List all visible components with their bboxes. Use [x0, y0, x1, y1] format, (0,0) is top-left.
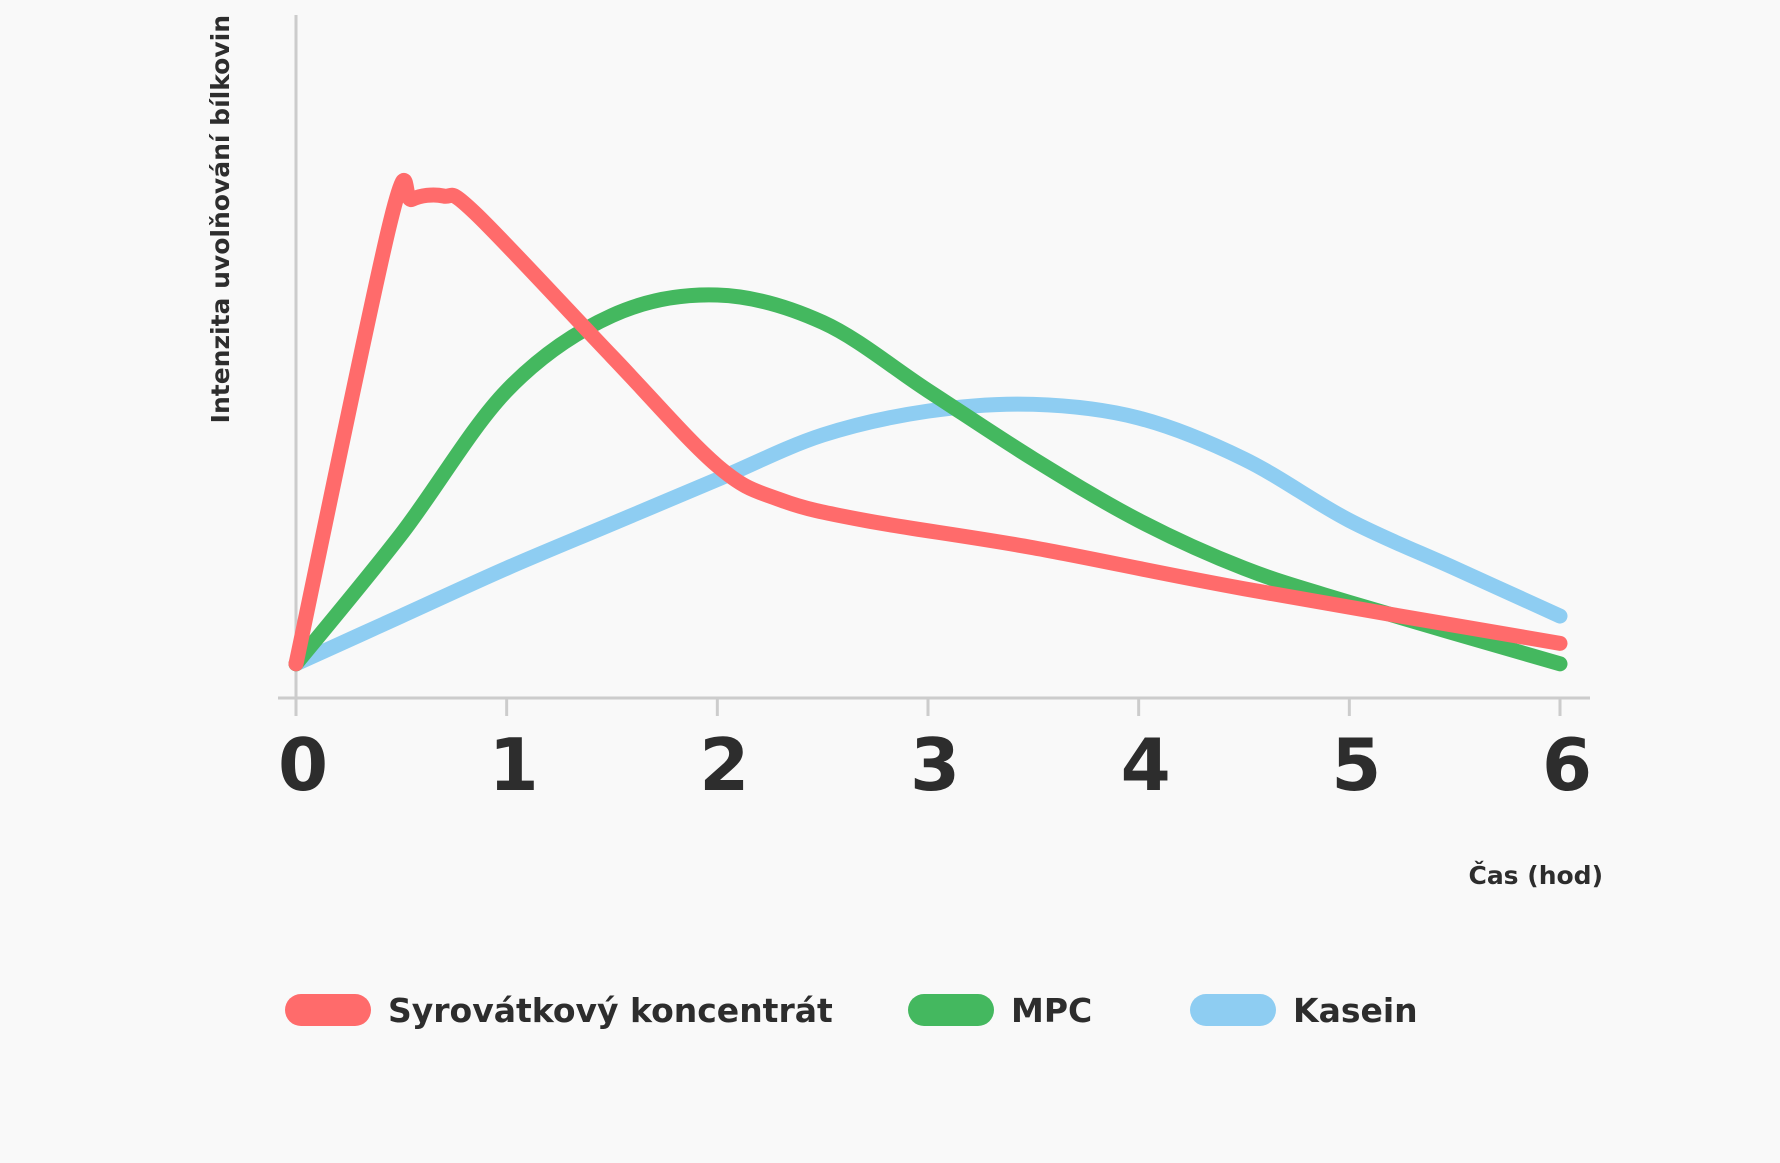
series-line-0 [288, 172, 1568, 672]
x-tick-label: 0 [278, 723, 328, 807]
x-axis-title: Čas (hod) [1468, 860, 1603, 890]
legend-label: MPC [1011, 991, 1092, 1030]
x-tick-label: 4 [1121, 723, 1171, 807]
x-ticks [294, 698, 1562, 716]
series-lines [288, 172, 1568, 672]
series-line-2 [288, 396, 1568, 672]
series-line-1 [288, 287, 1568, 672]
legend-label: Kasein [1293, 991, 1418, 1030]
x-tick-label: 1 [489, 723, 539, 807]
legend: Syrovátkový koncentrát MPC Kasein [285, 991, 1418, 1030]
x-tick-label: 2 [699, 723, 749, 807]
axes [278, 15, 1590, 700]
x-tick-label: 5 [1331, 723, 1381, 807]
legend-label: Syrovátkový koncentrát [388, 991, 833, 1030]
x-tick-labels: 0 1 2 3 4 5 6 [278, 723, 1592, 807]
x-tick-label: 6 [1542, 723, 1592, 807]
x-tick-label: 3 [910, 723, 960, 807]
y-axis-title: Intenzita uvolňování bílkovin [206, 15, 235, 423]
